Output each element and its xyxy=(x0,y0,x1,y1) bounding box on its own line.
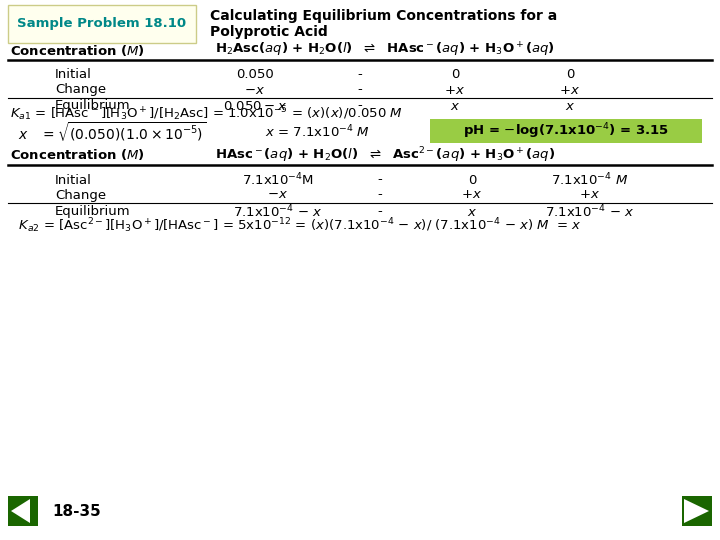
Text: HAsc$^-$($\mathit{aq}$) + H$_2$O($\mathit{l}$)  $\rightleftharpoons$  Asc$^{2-}$: HAsc$^-$($\mathit{aq}$) + H$_2$O($\mathi… xyxy=(215,145,555,165)
Text: 7.1x10$^{-4}$M: 7.1x10$^{-4}$M xyxy=(242,172,314,188)
Text: pH = $-$log(7.1x10$^{-4}$) = 3.15: pH = $-$log(7.1x10$^{-4}$) = 3.15 xyxy=(463,121,669,141)
Text: Equilibrium: Equilibrium xyxy=(55,99,130,112)
Text: $x$: $x$ xyxy=(450,99,460,112)
Text: $x$: $x$ xyxy=(467,206,477,219)
Text: $\mathit{x}$ = 7.1x10$^{-4}$ $\mathit{M}$: $\mathit{x}$ = 7.1x10$^{-4}$ $\mathit{M}… xyxy=(265,124,370,140)
Bar xyxy=(8,496,38,526)
Text: 0: 0 xyxy=(451,69,459,82)
Text: $\mathit{x}$   $= \sqrt{(0.050)(1.0\times10^{-5})}$: $\mathit{x}$ $= \sqrt{(0.050)(1.0\times1… xyxy=(10,120,206,144)
Text: -: - xyxy=(377,206,382,219)
Text: $\mathit{K}_{a2}$ = [Asc$^{2-}$][H$_3$O$^+$]/[HAsc$^-$] = 5x10$^{-12}$ = ($\math: $\mathit{K}_{a2}$ = [Asc$^{2-}$][H$_3$O$… xyxy=(10,217,582,235)
Text: Concentration ($\mathit{M}$): Concentration ($\mathit{M}$) xyxy=(10,43,145,57)
Text: 7.1x10$^{-4}$ $\mathit{M}$: 7.1x10$^{-4}$ $\mathit{M}$ xyxy=(552,172,629,188)
Text: -: - xyxy=(358,99,362,112)
Text: -: - xyxy=(358,69,362,82)
Text: $+x$: $+x$ xyxy=(462,188,482,201)
Text: Concentration ($\mathit{M}$): Concentration ($\mathit{M}$) xyxy=(10,147,145,163)
Bar xyxy=(682,496,712,526)
Text: $x$: $x$ xyxy=(565,99,575,112)
Text: $0.050 - x$: $0.050 - x$ xyxy=(223,99,287,112)
Polygon shape xyxy=(684,499,709,523)
Text: $-x$: $-x$ xyxy=(245,84,266,97)
Polygon shape xyxy=(11,499,30,523)
Text: H$_2$Asc($\mathit{aq}$) + H$_2$O($\mathit{l}$)  $\rightleftharpoons$  HAsc$^-$($: H$_2$Asc($\mathit{aq}$) + H$_2$O($\mathi… xyxy=(215,41,554,59)
Text: Equilibrium: Equilibrium xyxy=(55,206,130,219)
Text: Change: Change xyxy=(55,188,106,201)
Text: $\mathit{K}_{a1}$ = [HAsc$^-$][H$_3$O$^+$]/[H$_2$Asc] = 1.0x10$^{-5}$ = ($\mathi: $\mathit{K}_{a1}$ = [HAsc$^-$][H$_3$O$^+… xyxy=(10,105,402,123)
Text: $-x$: $-x$ xyxy=(267,188,289,201)
Text: $+x$: $+x$ xyxy=(559,84,580,97)
Text: 7.1x10$^{-4}$ $-$ $x$: 7.1x10$^{-4}$ $-$ $x$ xyxy=(545,204,635,220)
Text: Initial: Initial xyxy=(55,173,92,186)
Text: Calculating Equilibrium Concentrations for a: Calculating Equilibrium Concentrations f… xyxy=(210,9,557,23)
Text: $+x$: $+x$ xyxy=(444,84,466,97)
Text: 0: 0 xyxy=(468,173,476,186)
Text: 18-35: 18-35 xyxy=(52,503,101,518)
Bar xyxy=(430,119,702,143)
Text: 0: 0 xyxy=(566,69,574,82)
Text: -: - xyxy=(377,188,382,201)
Text: 0.050: 0.050 xyxy=(236,69,274,82)
Text: $+x$: $+x$ xyxy=(580,188,600,201)
Text: -: - xyxy=(358,84,362,97)
Bar xyxy=(8,5,196,43)
Text: -: - xyxy=(377,173,382,186)
Text: Change: Change xyxy=(55,84,106,97)
Text: Sample Problem 18.10: Sample Problem 18.10 xyxy=(17,17,186,30)
Text: 7.1x10$^{-4}$ $-$ $x$: 7.1x10$^{-4}$ $-$ $x$ xyxy=(233,204,323,220)
Text: Initial: Initial xyxy=(55,69,92,82)
Text: Polyprotic Acid: Polyprotic Acid xyxy=(210,25,328,39)
